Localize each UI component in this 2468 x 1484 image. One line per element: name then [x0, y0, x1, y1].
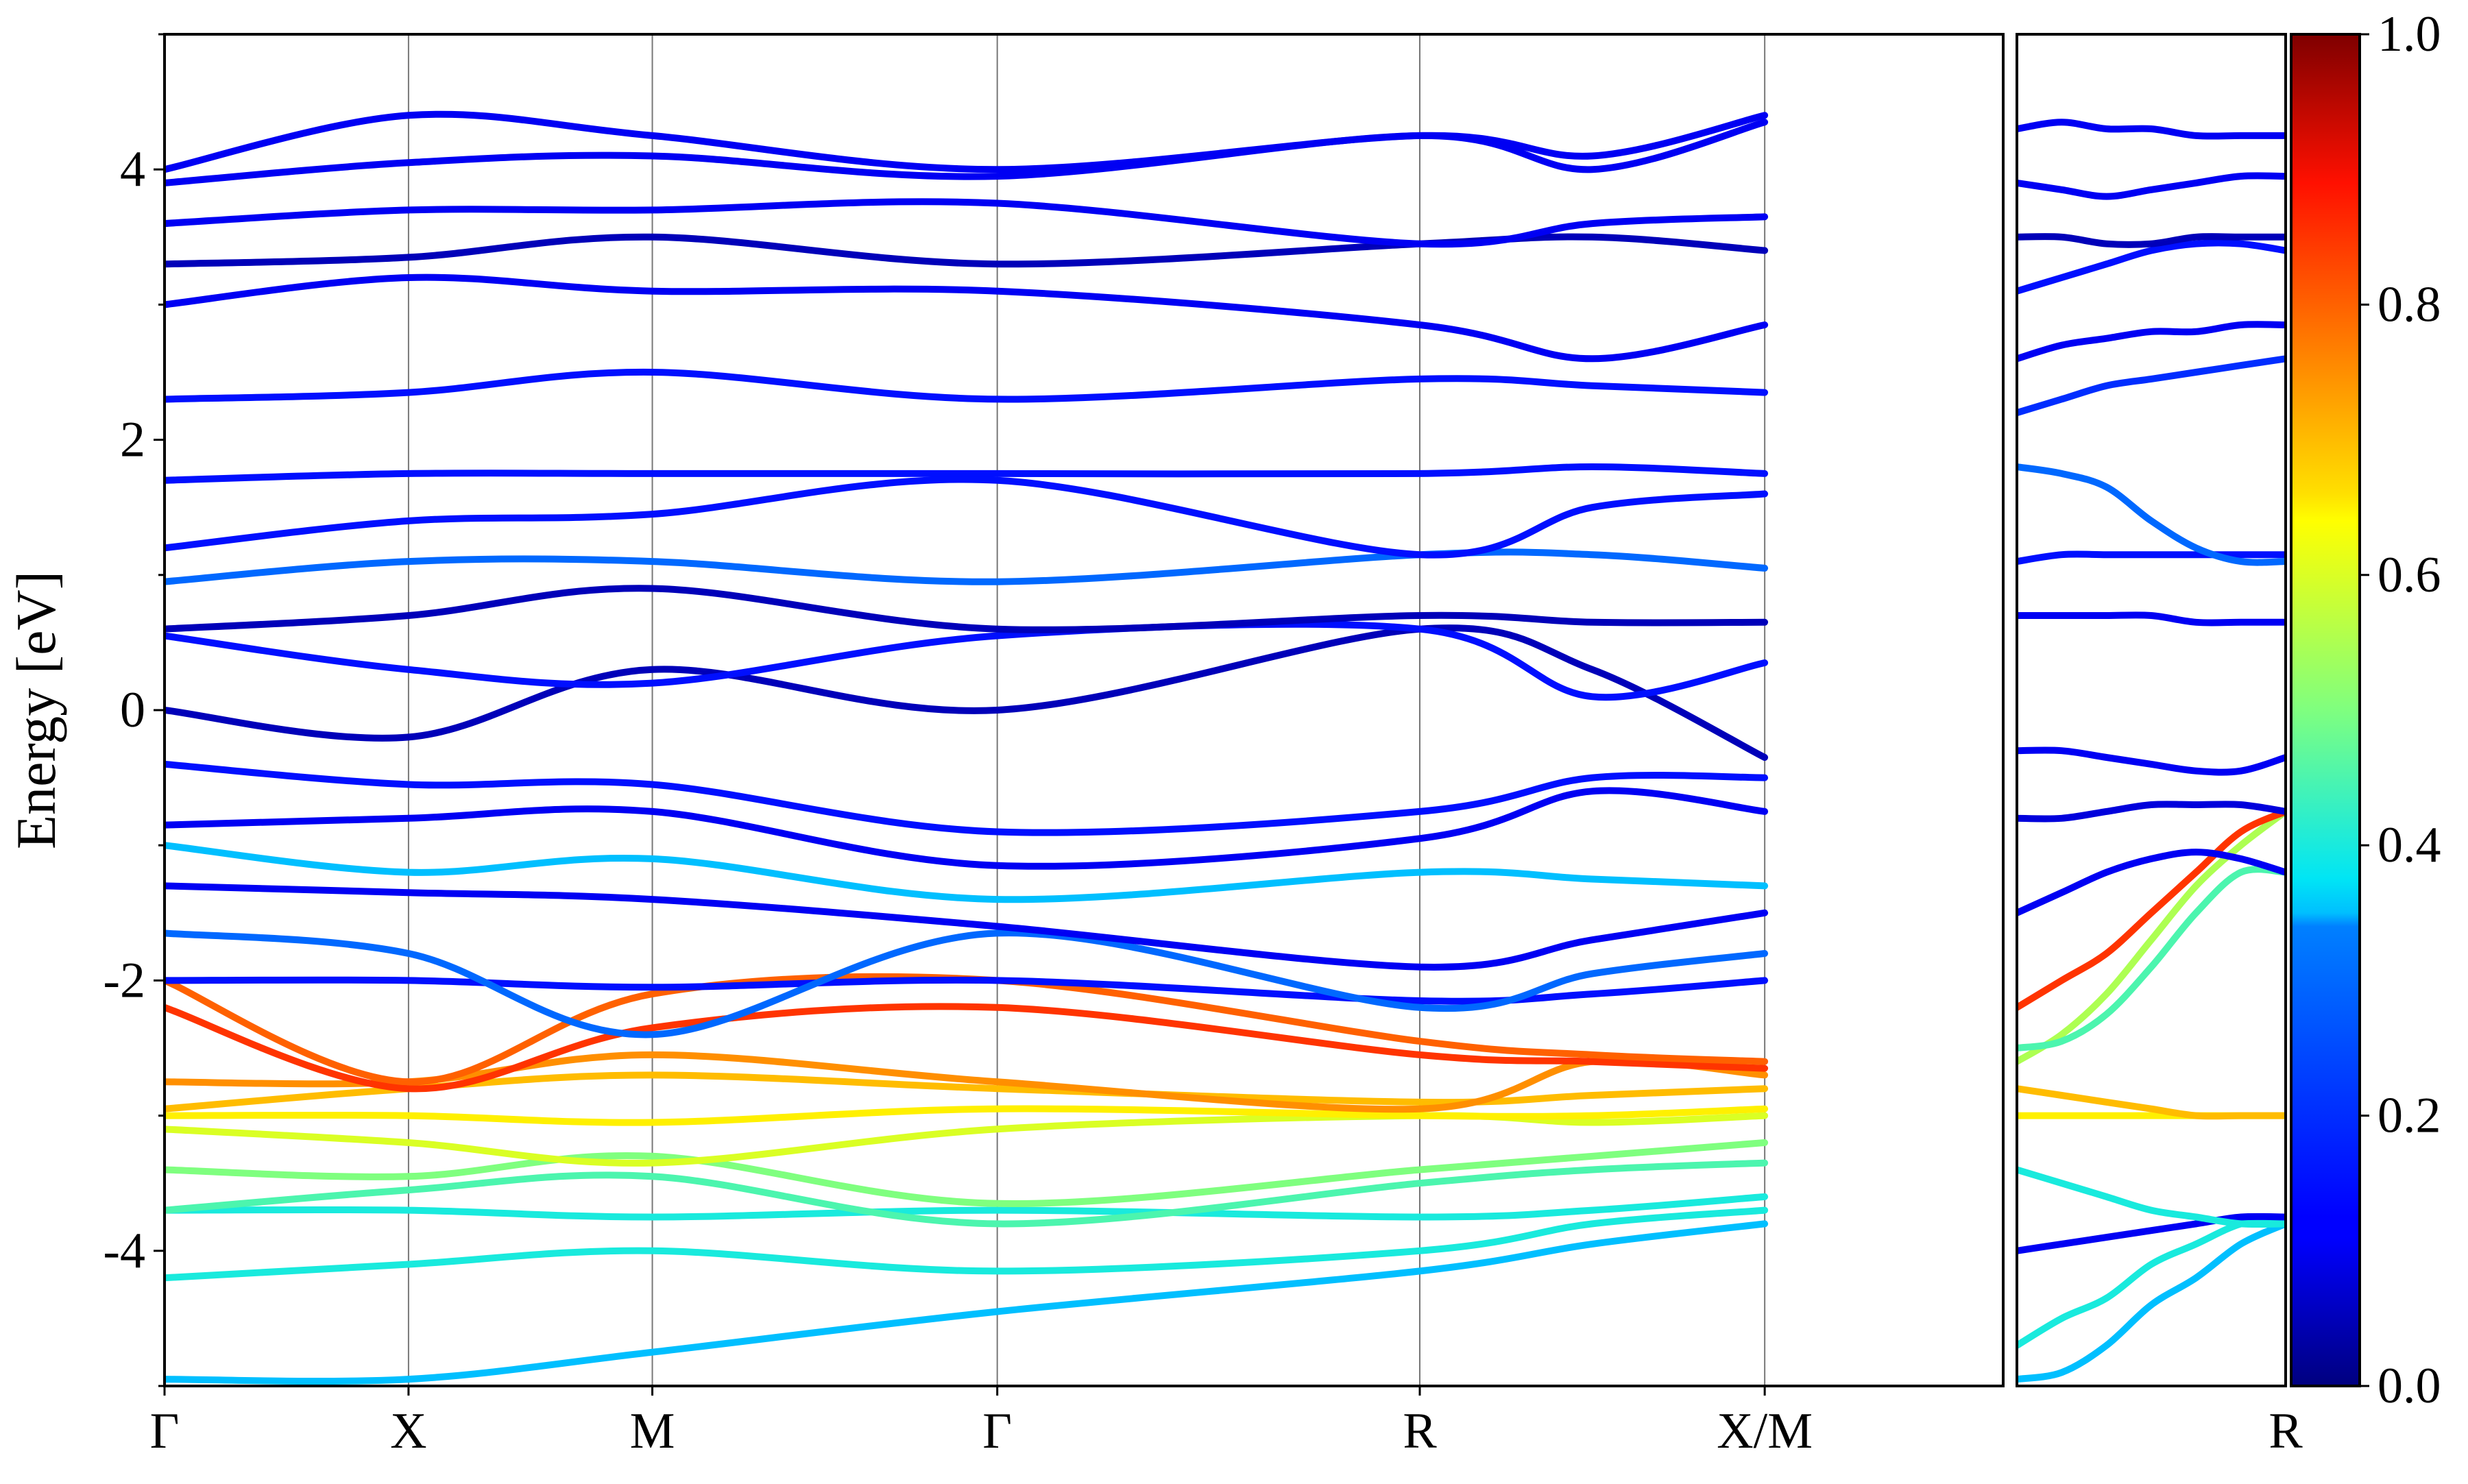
band-line [2017, 1220, 2286, 1383]
band-line [2017, 1085, 2286, 1120]
band-line [165, 110, 1769, 173]
band-line [165, 842, 1769, 903]
band-line [165, 1112, 1769, 1167]
band-line [2017, 355, 2286, 417]
band-line [165, 585, 1769, 633]
colorbar-tick-label: 1.0 [2378, 6, 2441, 62]
colorbar-tick-label: 0.2 [2378, 1088, 2441, 1144]
bands-segment-1 [165, 110, 1769, 1385]
band-line [165, 548, 1769, 585]
band-line [165, 1105, 1769, 1126]
x-tick-label: Γ [982, 1403, 1012, 1459]
colorbar-gradient [2290, 33, 2361, 1387]
y-tick-label: 2 [120, 412, 145, 468]
band-line [165, 198, 1769, 248]
band-line [165, 463, 1769, 484]
band-line [2017, 801, 2286, 823]
band-line [165, 882, 1769, 971]
y-axis-label: Energy [eV] [5, 571, 67, 849]
band-line [2017, 239, 2286, 295]
band-line [2017, 866, 2286, 1051]
x-tick-label: R [1403, 1403, 1437, 1459]
band-line [2017, 611, 2286, 627]
x-tick-label: R [2269, 1403, 2303, 1459]
y-tick-label: -2 [103, 952, 145, 1008]
band-line [165, 368, 1769, 403]
band-line [165, 1139, 1769, 1207]
band-line [2017, 463, 2286, 566]
band-line [2017, 1213, 2286, 1254]
colorbar-tick-label: 0.6 [2378, 547, 2441, 603]
plot-frame-segment-2 [2016, 33, 2287, 1387]
colorbar-tick-label: 0.4 [2378, 817, 2441, 873]
band-line [2017, 807, 2286, 1065]
x-tick-label: M [630, 1403, 675, 1459]
band-line [165, 233, 1769, 268]
band-line [2017, 1213, 2286, 1349]
y-tick-label: 4 [120, 141, 145, 197]
band-line [2017, 849, 2286, 916]
band-line [165, 620, 1769, 701]
band-line [2017, 550, 2286, 565]
band-line [2017, 233, 2286, 248]
ticks-layer: Γ X M Γ R X/M R 4 2 0 -2 -4 Energy [eV] [5, 33, 2303, 1459]
band-line [2017, 746, 2286, 776]
plot-frame-segment-1 [163, 33, 2005, 1387]
x-tick-label: X [390, 1403, 426, 1459]
band-line [2017, 1166, 2286, 1228]
band-line [2017, 119, 2286, 140]
x-tick-label: X/M [1717, 1403, 1813, 1459]
band-line [165, 624, 1769, 761]
colorbar-tick-label: 0.0 [2378, 1358, 2441, 1414]
band-line [2017, 807, 2286, 1011]
x-tick-label: Γ [150, 1403, 180, 1459]
y-tick-label: 0 [120, 682, 145, 738]
band-line [165, 273, 1769, 363]
band-line [165, 119, 1769, 186]
colorbar: 0.0 0.2 0.4 0.6 0.8 1.0 [2290, 6, 2441, 1414]
bands-segment-2 [2017, 119, 2286, 1383]
band-line [165, 976, 1769, 1005]
band-line [165, 1220, 1769, 1385]
band-line [165, 1003, 1769, 1093]
band-line [165, 787, 1769, 870]
band-line [165, 1159, 1769, 1228]
band-line [2017, 321, 2286, 363]
y-tick-label: -4 [103, 1223, 145, 1279]
band-line [2017, 172, 2286, 200]
band-line [165, 760, 1769, 836]
colorbar-tick-label: 0.8 [2378, 276, 2441, 332]
band-line [165, 1206, 1769, 1282]
band-line [165, 929, 1769, 1038]
band-line [165, 476, 1769, 559]
band-line [165, 1193, 1769, 1221]
